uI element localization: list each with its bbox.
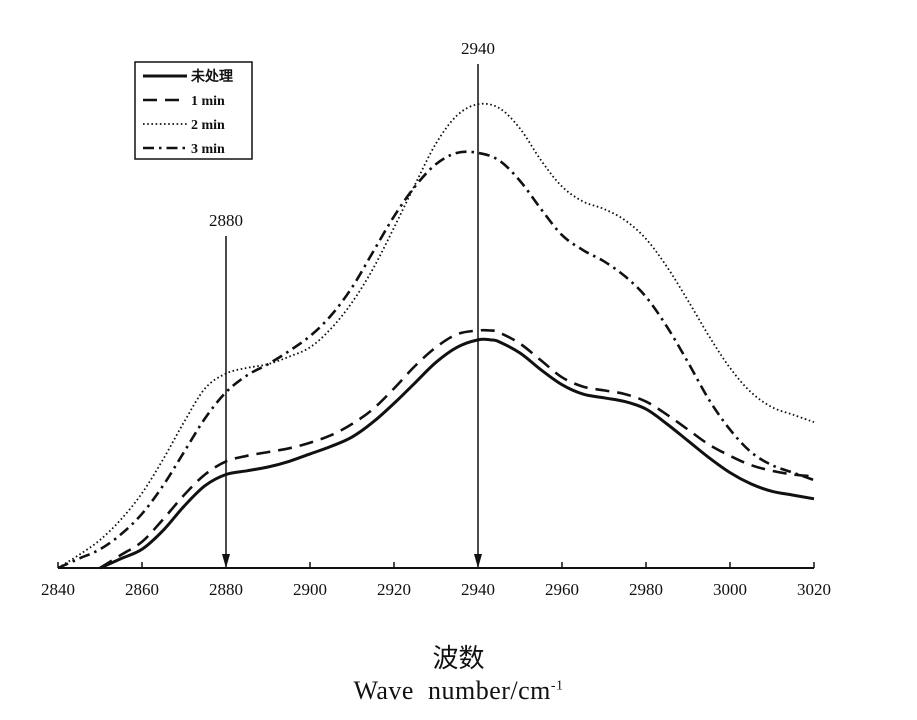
x-tick-label: 2980 <box>629 580 663 599</box>
series-line-3 <box>57 102 815 569</box>
series-line-4 <box>57 150 815 570</box>
annotation-arrow-head <box>474 554 482 568</box>
x-axis: 2840 2860 2880 2900 2920 2940 2960 2980 3000 3020 <box>41 562 831 599</box>
legend-label: 2 min <box>191 118 225 133</box>
x-axis-label-en-exponent: -1 <box>550 678 564 694</box>
annotation-layer: 2880 2940 <box>209 39 495 568</box>
annotation-label: 2940 <box>461 39 495 58</box>
annotation-label: 2880 <box>209 211 243 230</box>
legend-label: 未处理 <box>191 68 233 85</box>
series-line-2 <box>99 328 815 570</box>
x-tick-label: 2920 <box>377 580 411 599</box>
legend-label: 3 min <box>191 142 225 157</box>
x-tick-label: 2860 <box>125 580 159 599</box>
annotation-arrow-head <box>222 554 230 568</box>
legend: 未处理 1 min 2 min 3 min <box>134 61 253 160</box>
x-tick-label: 2900 <box>293 580 327 599</box>
x-tick-label: 2880 <box>209 580 243 599</box>
series-layer <box>57 102 815 570</box>
x-tick-label: 2960 <box>545 580 579 599</box>
x-axis-label-en: Wave number/cm-1 <box>0 676 917 706</box>
x-tick-label: 2840 <box>41 580 75 599</box>
x-axis-label-en-text: Wave number/cm <box>353 676 551 705</box>
legend-label: 1 min <box>191 94 225 109</box>
x-tick-label: 2940 <box>461 580 495 599</box>
legend-box <box>134 61 253 160</box>
series-line-1 <box>99 337 815 570</box>
x-tick-label: 3020 <box>797 580 831 599</box>
x-tick-label: 3000 <box>713 580 747 599</box>
x-axis-label-cn: 波数 <box>432 644 485 673</box>
